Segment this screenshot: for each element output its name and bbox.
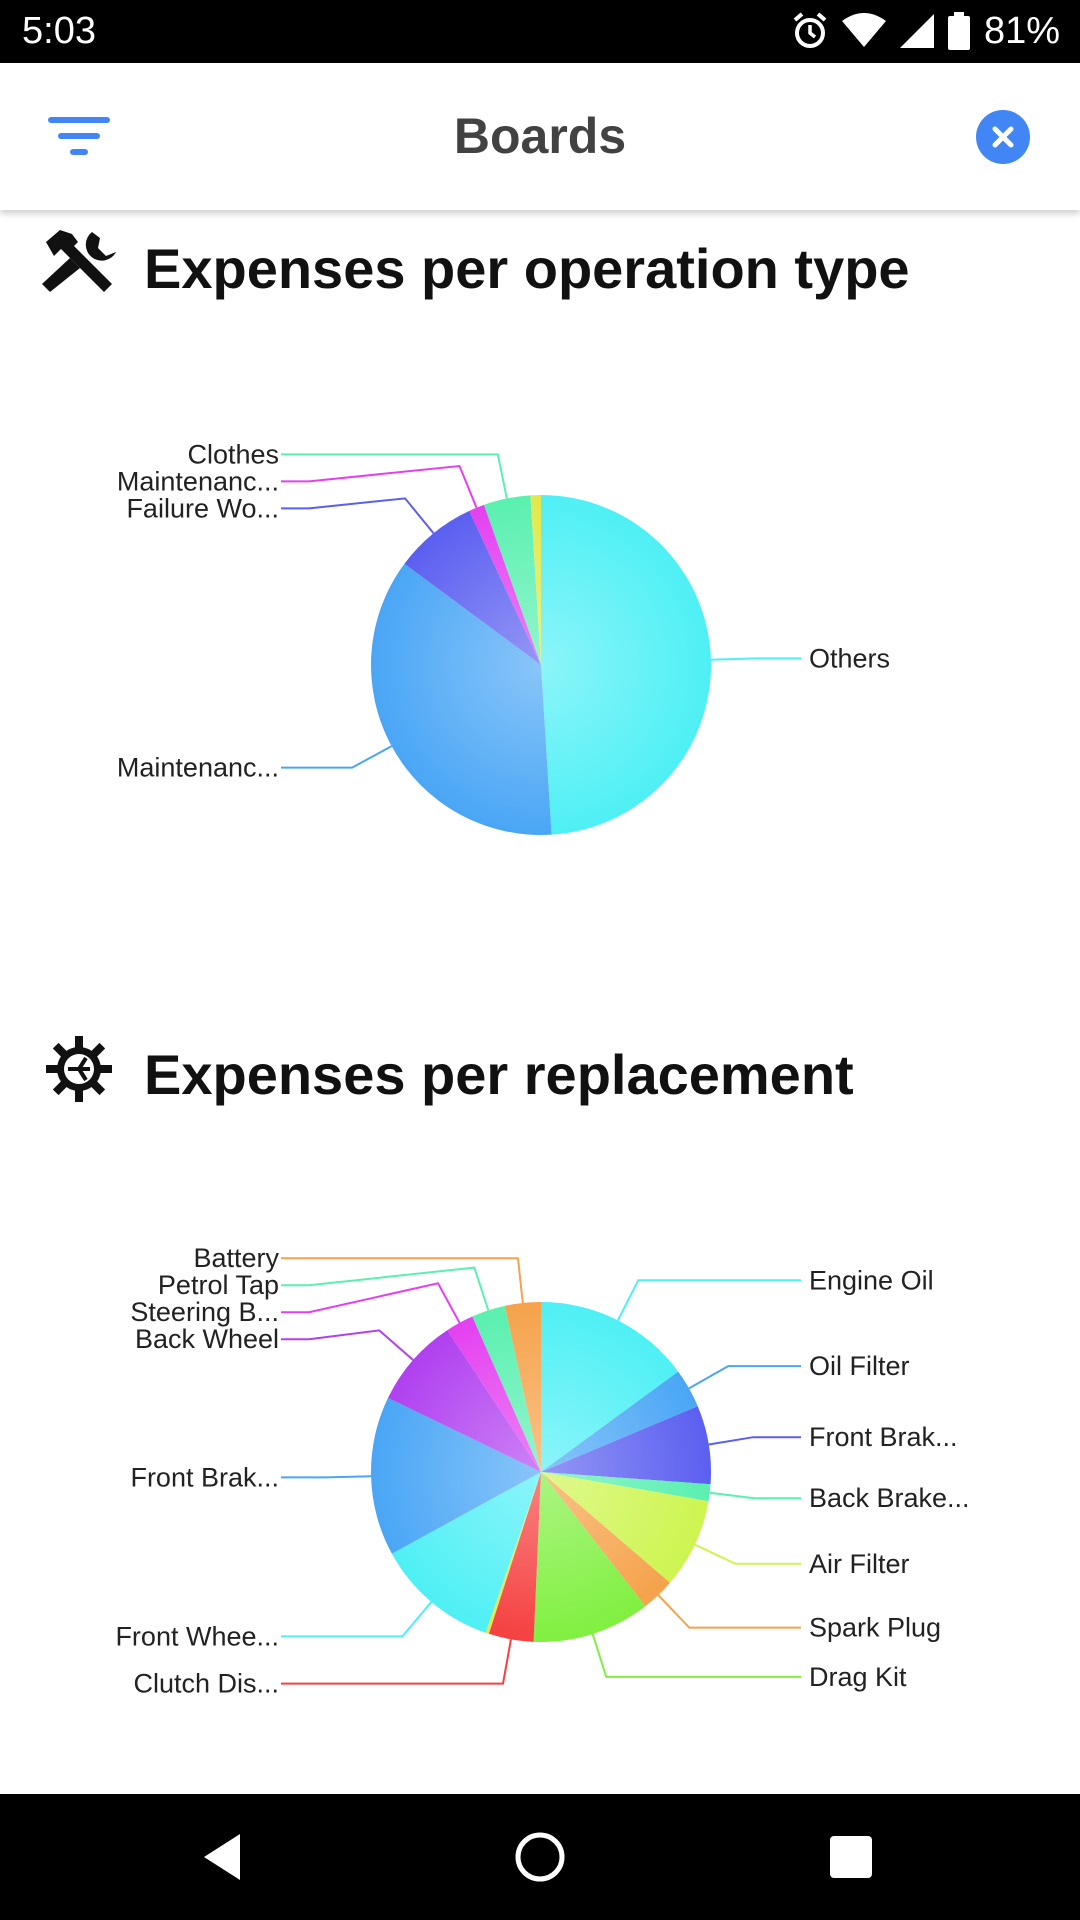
slice-label: Maintenanc... (117, 466, 279, 496)
pie-slice (447, 1316, 541, 1472)
status-bar: 5:03 81% (0, 0, 1080, 63)
pie-slice (530, 495, 541, 665)
leader-line (281, 745, 393, 769)
app-bar: Boards (0, 63, 1080, 210)
section-title-operation: Expenses per operation type (144, 237, 910, 300)
leader-line (281, 453, 508, 499)
slice-label: Battery (193, 1243, 279, 1273)
leader-line (591, 1633, 801, 1678)
gear-icon (46, 1036, 112, 1107)
home-icon (515, 1832, 565, 1882)
slice-label: Clutch Dis... (133, 1669, 279, 1699)
slice-label: Front Whee... (115, 1621, 279, 1651)
alarm-icon (793, 12, 827, 48)
back-button[interactable] (190, 1822, 260, 1892)
pie-slice (387, 1330, 541, 1472)
filter-icon (48, 117, 110, 155)
pie-slice (541, 1371, 698, 1472)
recents-button[interactable] (816, 1822, 886, 1892)
leader-line (281, 464, 478, 509)
pie-slice (541, 495, 711, 835)
battery-icon (947, 12, 970, 50)
leader-line (694, 1543, 801, 1565)
slice-label: Front Brak... (809, 1422, 958, 1452)
slice-label: Spark Plug (809, 1613, 941, 1643)
pie-slice (371, 1397, 541, 1554)
leader-line (281, 1475, 372, 1479)
leader-line (281, 1266, 490, 1311)
pie-slice (472, 1305, 541, 1472)
leader-line (617, 1279, 801, 1321)
leader-line (281, 1329, 414, 1361)
back-icon (204, 1834, 240, 1880)
close-button[interactable] (976, 110, 1030, 164)
leader-line (710, 657, 801, 661)
tools-icon (40, 228, 120, 301)
pie-chart-replacement: Engine Oil Oil Filter Front Brak... Back Br… (115, 1243, 970, 1699)
navigation-bar (0, 1794, 1080, 1920)
pie-slice (404, 510, 541, 665)
leader-line (281, 1257, 524, 1304)
slice-label: Petrol Tap (158, 1270, 279, 1300)
slice-label: Others (809, 643, 890, 673)
pie-slice (371, 563, 552, 835)
page-title: Boards (453, 108, 627, 164)
pie-slice (391, 1472, 541, 1633)
leader-line (708, 1436, 801, 1446)
wifi-icon (841, 13, 886, 47)
pie-slice (541, 1472, 709, 1583)
status-icons: 81% (792, 8, 1060, 54)
pie-slice (541, 1472, 711, 1502)
leader-line (657, 1594, 801, 1629)
leader-line (281, 1282, 461, 1324)
pie-slice (469, 504, 541, 665)
leader-line (281, 1639, 512, 1685)
close-icon (992, 126, 1014, 148)
slice-label: Front Brak... (130, 1462, 279, 1492)
battery-percent: 81% (983, 9, 1060, 52)
recents-icon (830, 1836, 872, 1878)
leader-line (281, 497, 435, 534)
pie-slice (488, 1472, 541, 1642)
pie-slice (504, 1302, 541, 1472)
slice-label: Steering B... (130, 1297, 279, 1327)
pie-slice (541, 1302, 679, 1472)
pie-slice (541, 1406, 711, 1485)
slice-label: Failure Wo... (126, 493, 279, 523)
filter-button[interactable] (44, 109, 114, 165)
slice-label: Drag Kit (809, 1662, 907, 1692)
slice-label: Clothes (187, 439, 279, 469)
slice-label: Maintenanc... (117, 753, 279, 783)
status-time: 5:03 (22, 10, 96, 52)
slice-label: Oil Filter (809, 1351, 910, 1381)
pie-slice (485, 1472, 541, 1634)
slice-label: Engine Oil (809, 1265, 934, 1295)
pie-slice (541, 1472, 671, 1607)
pie-slice (533, 1472, 646, 1642)
leader-line (688, 1365, 801, 1390)
signal-icon (899, 14, 934, 48)
section-title-replacement: Expenses per replacement (144, 1043, 854, 1106)
slice-label: Back Wheel (135, 1324, 279, 1354)
slice-label: Back Brake... (809, 1483, 970, 1513)
pie-slice (483, 495, 541, 665)
home-button[interactable] (505, 1822, 575, 1892)
leader-line (281, 1601, 433, 1638)
slice-label: Air Filter (809, 1549, 910, 1579)
leader-line (709, 1491, 801, 1500)
